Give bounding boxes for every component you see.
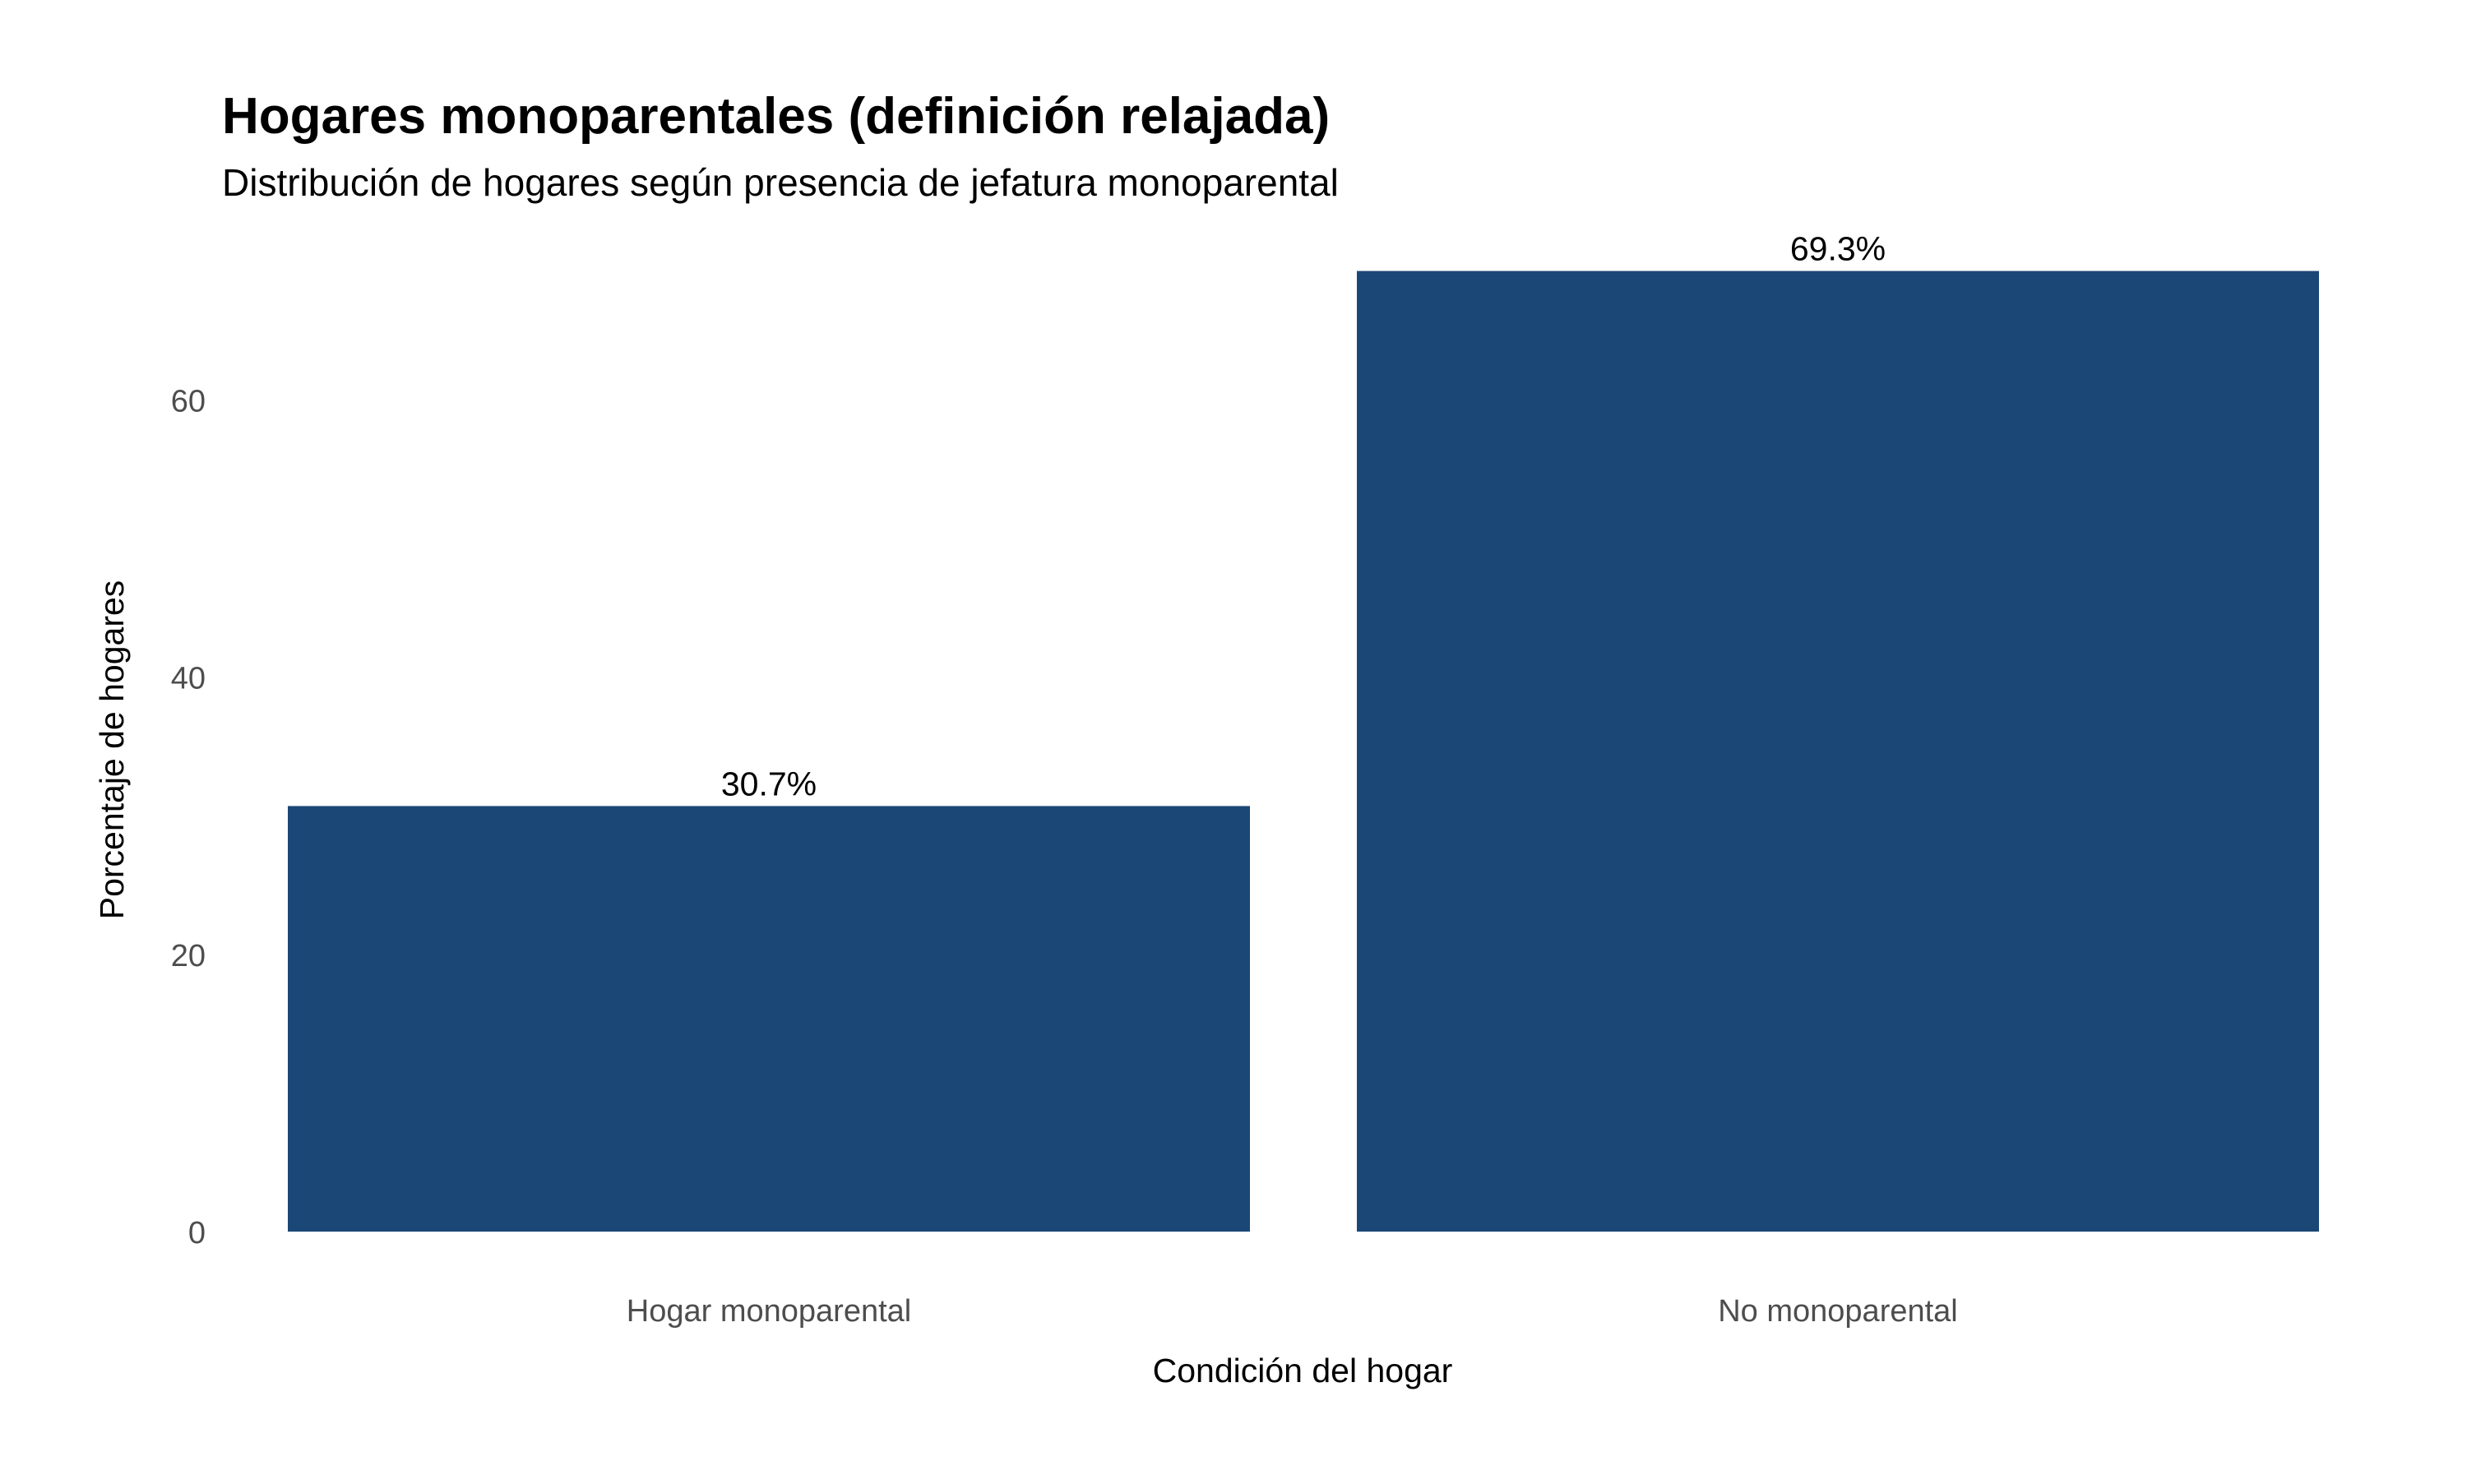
bars xyxy=(288,270,2319,1232)
bar xyxy=(288,806,1250,1232)
chart-subtitle: Distribución de hogares según presencia … xyxy=(222,161,1339,204)
y-axis-title: Porcentaje de hogares xyxy=(93,580,131,920)
x-axis-title: Condición del hogar xyxy=(1153,1352,1453,1389)
bar-data-label: 69.3% xyxy=(1790,230,1886,268)
x-tick-label: No monoparental xyxy=(1718,1294,1958,1329)
bar-data-label: 30.7% xyxy=(721,765,817,802)
y-tick-label: 0 xyxy=(188,1216,206,1251)
bar xyxy=(1357,270,2319,1232)
y-tick-label: 40 xyxy=(171,662,206,696)
y-tick-label: 20 xyxy=(171,939,206,973)
y-tick-label: 60 xyxy=(171,384,206,418)
x-axis-ticks: Hogar monoparental No monoparental xyxy=(627,1294,1958,1329)
chart-title: Hogares monoparentales (definición relaj… xyxy=(222,88,1330,145)
y-axis-ticks: 0 20 40 60 xyxy=(171,384,206,1251)
x-tick-label: Hogar monoparental xyxy=(627,1294,911,1329)
bar-data-labels: 30.7% 69.3% xyxy=(721,230,1886,803)
